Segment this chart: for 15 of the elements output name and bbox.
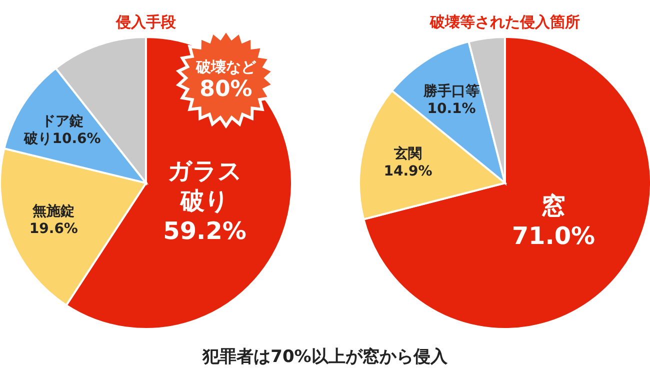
data-label: 19.6% — [29, 221, 78, 238]
chart-title: 侵入手段 — [115, 13, 177, 31]
data-label: 10.1% — [427, 100, 476, 117]
slice-label: 勝手口等 — [422, 82, 480, 100]
slice-label: ドア錠破り10.6% — [23, 113, 101, 147]
text: 犯罪者は70%以上が窓から侵入 — [202, 347, 448, 367]
slice-label: 玄関 — [393, 144, 422, 162]
data-label: 59.2% — [163, 216, 246, 245]
data-label: 14.9% — [384, 163, 432, 180]
text: 破壊など 80% — [195, 58, 257, 102]
data-label: 71.0% — [512, 222, 596, 250]
slice-label: 窓 — [541, 192, 566, 220]
slice-label: 無施錠 — [32, 204, 75, 220]
chart-title: 破壊等された侵入箇所 — [429, 13, 580, 31]
slice-label: ガラス破り — [167, 156, 242, 215]
